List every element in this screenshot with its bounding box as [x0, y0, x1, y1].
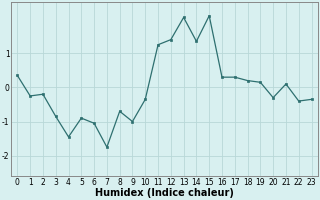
X-axis label: Humidex (Indice chaleur): Humidex (Indice chaleur) [95, 188, 234, 198]
